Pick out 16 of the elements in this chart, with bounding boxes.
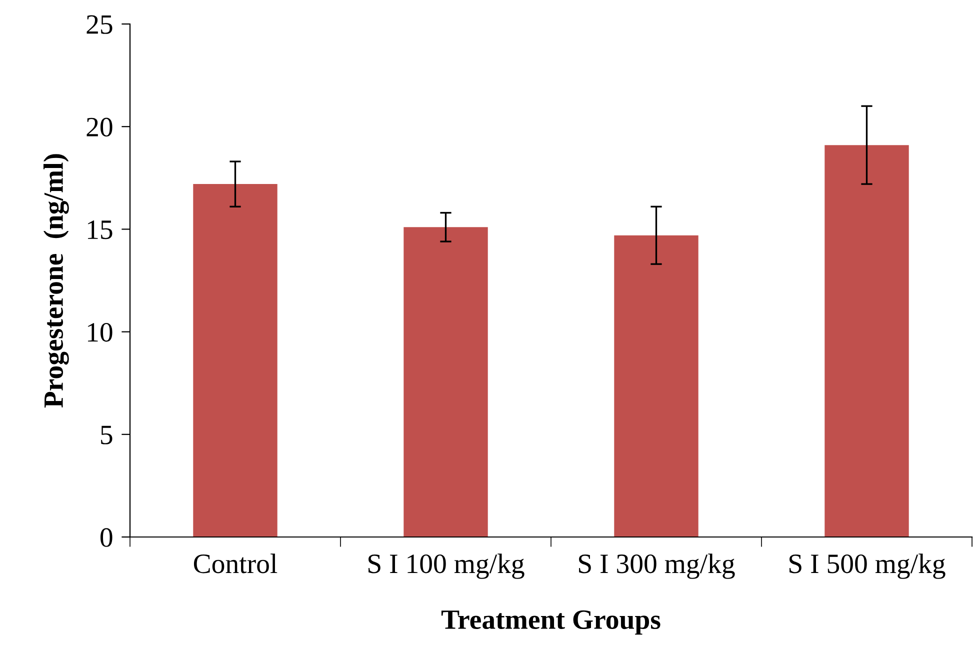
x-tick-label: S I 500 mg/kg (790, 554, 946, 579)
y-tick-label: 25 (86, 15, 112, 34)
y-tick-label: 5 (101, 426, 112, 444)
bar (193, 184, 278, 537)
x-axis-title: Treatment Groups (441, 610, 660, 635)
y-tick-label: 15 (88, 220, 112, 240)
x-tick-label: Control (194, 554, 278, 574)
bar (404, 227, 488, 537)
bar (614, 235, 698, 537)
y-axis-title: Progesterone (ng/ml) (43, 154, 69, 408)
x-tick-label: S I 300 mg/kg (579, 554, 735, 579)
bar (824, 145, 909, 537)
x-tick-label: S I 100 mg/kg (368, 554, 524, 579)
y-tick-label: 10 (88, 322, 112, 342)
y-tick-label: 0 (100, 528, 112, 547)
y-tick-label: 20 (86, 118, 112, 137)
